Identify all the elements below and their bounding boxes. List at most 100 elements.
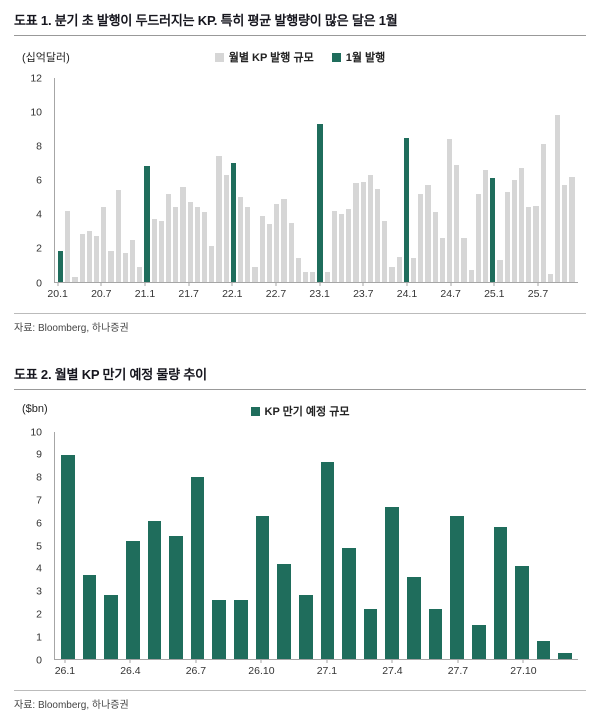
bar-21.8 [194,207,201,282]
bar-27.11 [536,640,551,659]
bar-26.7 [190,477,205,659]
bar-20.1 [58,251,64,282]
bar-26.4 [125,540,140,659]
x-tick-mark [537,283,539,286]
bar-22.2 [238,197,244,282]
bar-25.6 [526,207,532,282]
x-tick-mark [522,660,524,663]
bar-22.11 [302,271,309,282]
bar-21.4 [166,193,172,282]
x-tick-mark [275,283,277,286]
x-tick-label: 24.1 [396,288,418,300]
legend-label: KP 만기 예정 규모 [264,406,350,418]
y-tick-label: 4 [36,562,42,575]
bar-24.4 [425,185,431,282]
chart-1-x-axis: 20.1 20.7 21.1 21.7 22.1 22.7 23.1 23.7 24.1 24.7… [47,283,578,301]
chart-1-y-axis: 0 2 4 6 8 10 12 [15,73,49,288]
bar-21.11 [216,156,222,282]
x-tick-label: 20.1 [47,288,68,300]
chart-2-header: ($bn) KP 만기 예정 규모 [14,400,586,422]
x-tick-label: 22.7 [265,288,287,300]
bar-20.3 [72,276,78,282]
bar-23.9 [374,188,381,282]
bar-27.12 [558,653,572,659]
bar-20.4 [79,234,85,282]
bar-27.4 [385,506,399,659]
bar-26.11 [277,563,291,659]
x-tick-label: 23.7 [353,288,374,300]
bar-25.8 [540,144,546,282]
y-tick-label: 12 [30,71,42,84]
bar-25.1 [490,178,496,282]
legend-swatch [250,406,260,416]
chart-1-unit-label: (십억달러) [22,52,70,64]
x-tick-label: 21.1 [134,288,156,300]
chart-1-kp-monthly-issuance: 도표 1. 분기 초 발행이 두드러지는 KP. 특히 평균 발행량이 많은 달… [14,10,586,334]
bar-25.5 [519,168,525,282]
x-tick-mark [144,283,146,286]
bar-25.7 [533,205,539,282]
y-tick-label: 8 [36,471,42,484]
y-tick-label: 8 [36,140,42,153]
chart-2-unit-label: ($bn) [22,403,48,415]
bar-25.3 [504,191,510,282]
bar-21.2 [151,219,157,282]
chart-1-legend: 월별 KP 발행 규모 1월 발행 [14,46,586,65]
bar-26.5 [147,520,162,659]
bar-22.6 [266,224,273,282]
bar-21.6 [180,186,186,282]
bar-24.3 [418,193,424,282]
chart-2-kp-maturity-schedule: 도표 2. 월별 KP 만기 예정 물량 추이 ($bn) KP 만기 예정 규… [14,364,586,711]
bar-26.2 [82,575,97,659]
legend-label: 1월 발행 [345,52,386,64]
bar-21.1 [144,166,150,282]
y-tick-label: 3 [36,585,42,598]
x-tick-label: 24.7 [440,288,461,300]
bar-23.12 [396,256,402,282]
legend-item-0: KP 만기 예정 규모 [250,403,350,419]
y-tick-label: 6 [36,174,42,187]
chart-1-bars [55,78,578,282]
y-tick-label: 1 [36,630,42,643]
bar-27.2 [342,547,356,659]
bar-22.4 [252,266,258,282]
bar-20.2 [65,210,71,282]
bar-23.6 [353,183,359,282]
x-tick-mark [57,283,59,286]
y-tick-label: 2 [36,242,42,255]
bar-22.8 [281,198,287,282]
x-tick-label: 26.4 [120,665,141,677]
legend-item-0: 월별 KP 발행 규모 [214,49,314,65]
bar-20.9 [115,190,121,282]
bar-21.12 [223,174,229,282]
bar-24.8 [454,164,460,282]
bar-24.6 [439,237,445,282]
x-tick-mark [450,283,452,286]
bar-20.6 [94,236,100,282]
y-tick-label: 10 [30,105,42,118]
x-tick-label: 22.1 [222,288,243,300]
bar-22.7 [274,203,280,282]
x-tick-mark [188,283,190,286]
chart-1-source: 자료: Bloomberg, 하나증권 [14,313,586,334]
x-tick-label: 26.1 [54,665,76,677]
y-tick-label: 4 [36,208,42,221]
chart-2-plot-area: 0 1 2 3 4 5 6 7 8 9 10 [30,427,578,665]
bar-27.6 [428,609,443,659]
bar-23.4 [338,214,345,282]
y-tick-label: 9 [36,448,42,461]
y-tick-label: 5 [36,539,42,552]
bar-23.2 [324,271,330,282]
x-tick-label: 27.1 [316,665,338,677]
bar-26.1 [61,454,75,659]
chart-1-plot-area: 0 2 4 6 8 10 12 [30,73,578,288]
bar-27.3 [363,609,378,659]
bar-21.5 [173,207,179,282]
bar-26.3 [104,595,118,659]
bar-27.7 [450,516,464,659]
bar-25.4 [511,180,517,282]
bar-23.5 [346,208,352,282]
bar-23.11 [389,266,395,282]
bar-23.7 [360,181,366,282]
legend-swatch [214,52,224,62]
